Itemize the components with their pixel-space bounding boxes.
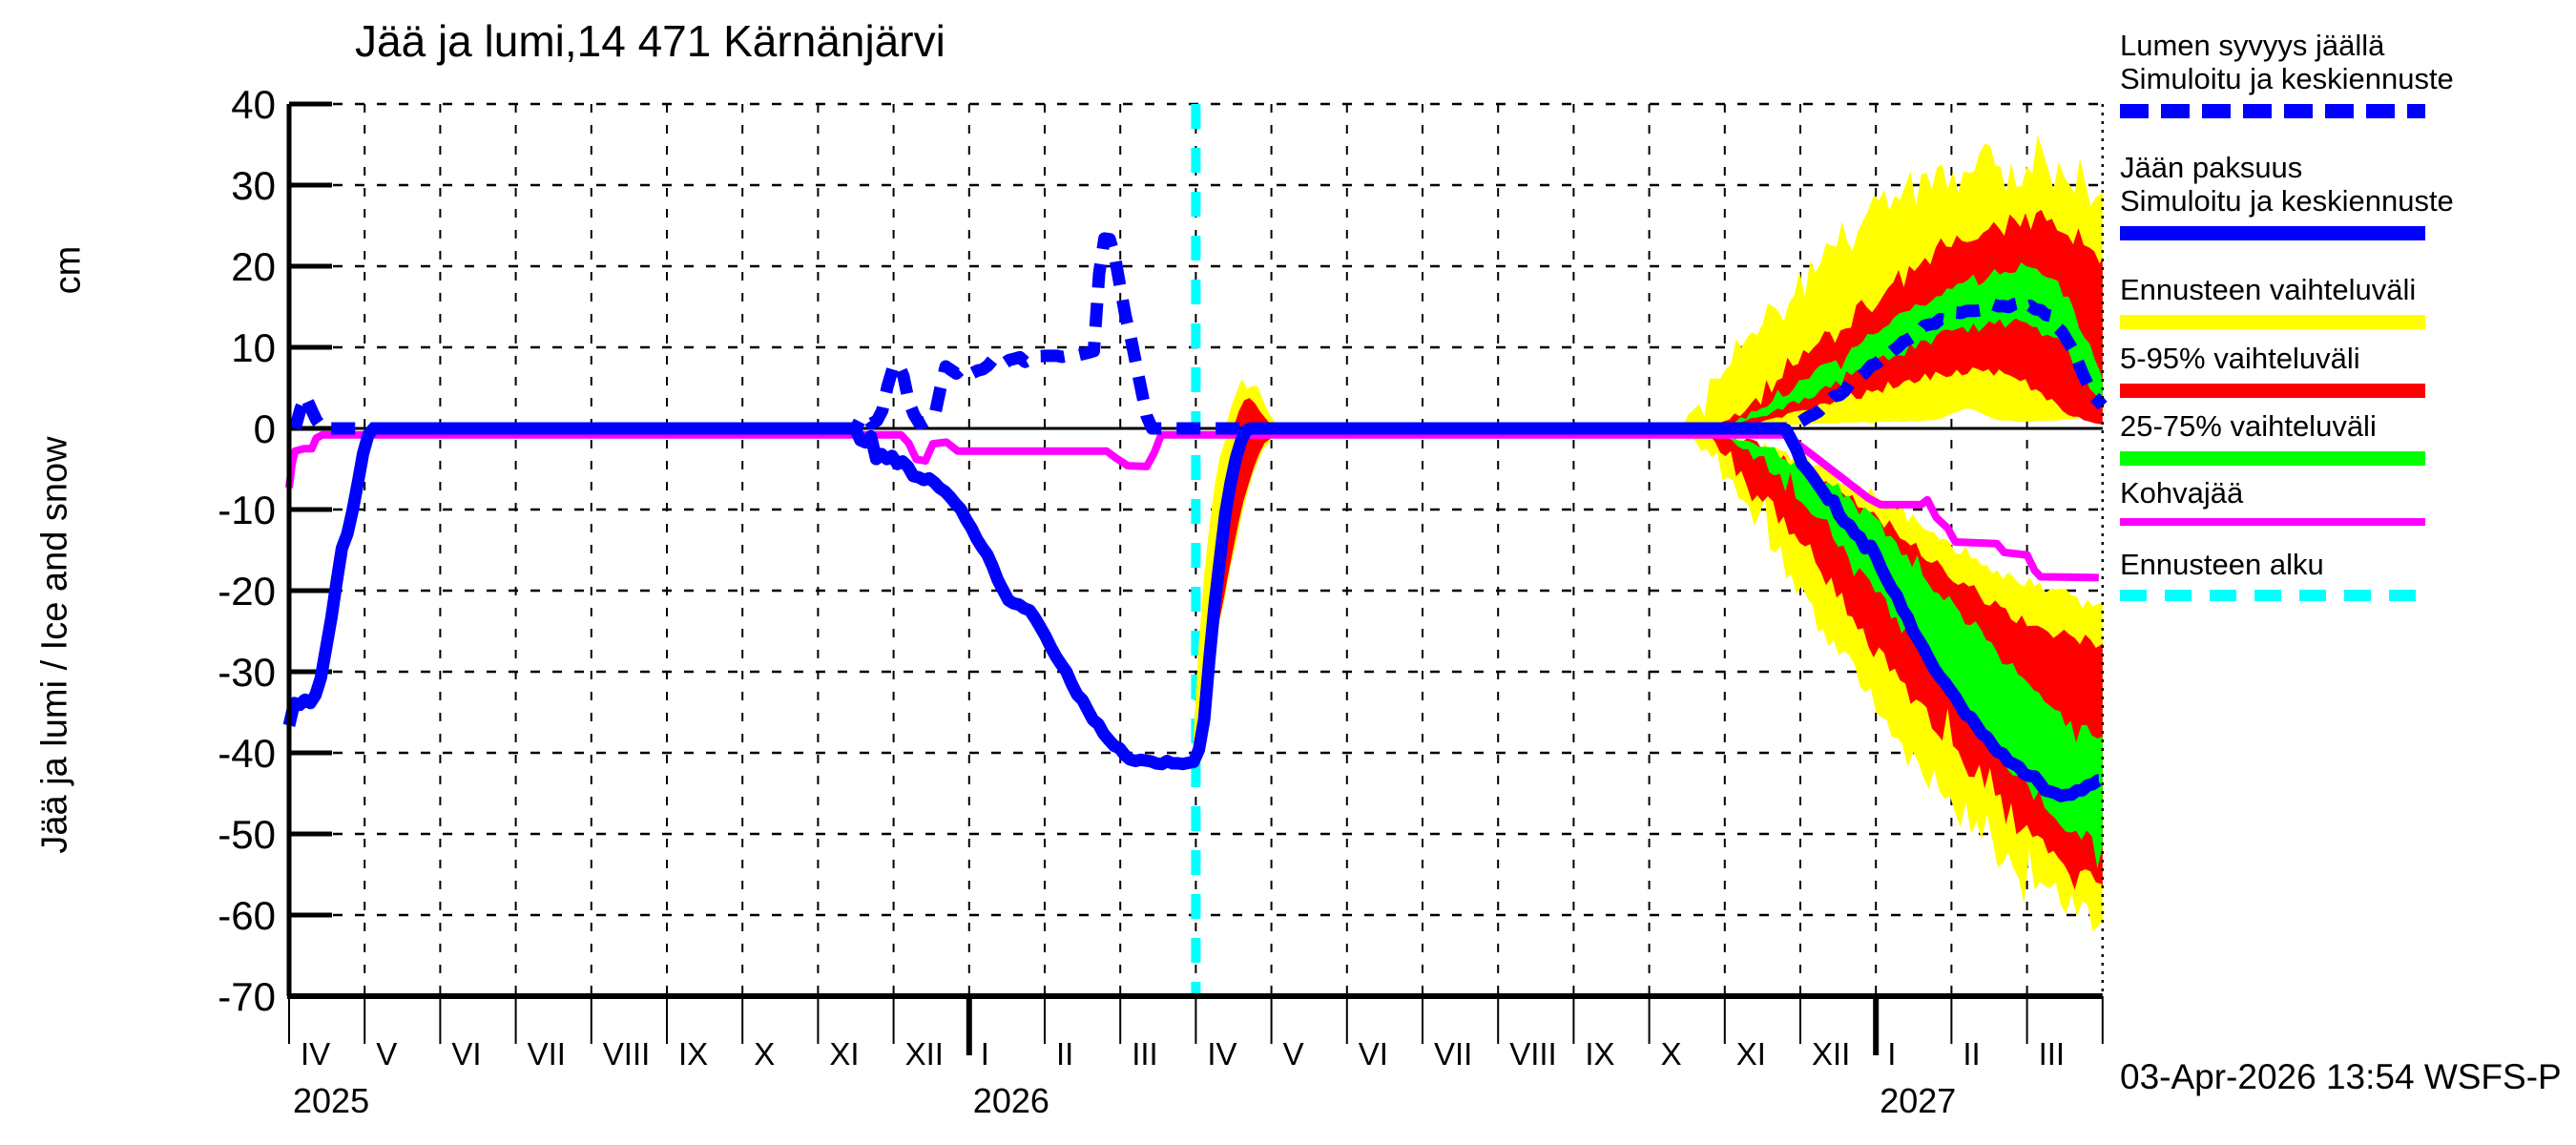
ice-thickness-line — [282, 422, 2105, 802]
legend-entry-label-1: Jään paksuus — [2120, 151, 2303, 184]
legend-entry-label-6: Ennusteen alku — [2120, 548, 2324, 581]
y-tick-label--10: -10 — [218, 488, 276, 532]
x-month-label-0: IV — [301, 1036, 330, 1072]
legend-entry-6: Ennusteen alku — [2120, 548, 2425, 601]
x-month-label-21: I — [1887, 1036, 1896, 1072]
x-month-label-15: VII — [1434, 1036, 1472, 1072]
x-month-label-9: I — [981, 1036, 989, 1072]
x-month-label-14: VI — [1359, 1036, 1388, 1072]
x-month-label-8: XII — [905, 1036, 944, 1072]
y-tick-label--50: -50 — [218, 812, 276, 857]
legend-entry-label-0: Lumen syvyys jäällä — [2120, 29, 2385, 62]
x-month-label-10: II — [1056, 1036, 1073, 1072]
x-month-label-18: X — [1661, 1036, 1682, 1072]
legend-sample-0 — [2120, 104, 2425, 118]
legend-entry-label-3: 5-95% vaihteluväli — [2120, 342, 2360, 375]
legend-entry-label2-1: Simuloitu ja keskiennuste — [2120, 184, 2454, 218]
y-tick-label--20: -20 — [218, 569, 276, 614]
x-month-label-7: XI — [829, 1036, 859, 1072]
x-month-label-17: IX — [1585, 1036, 1614, 1072]
legend-entry-label-4: 25-75% vaihteluväli — [2120, 409, 2377, 443]
kohvajaa-line — [285, 430, 2099, 582]
x-month-label-4: VIII — [603, 1036, 651, 1072]
legend-sample-3 — [2120, 384, 2425, 398]
x-month-label-23: III — [2039, 1036, 2066, 1072]
legend-sample-6 — [2120, 590, 2425, 601]
x-year-label-2026: 2026 — [973, 1081, 1049, 1120]
legend-entry-4: 25-75% vaihteluväli — [2120, 409, 2425, 466]
snow-depth-line — [289, 232, 2108, 435]
legend-sample-4 — [2120, 451, 2425, 466]
y-tick-label-40: 40 — [231, 82, 276, 127]
y-tick-label-30: 30 — [231, 163, 276, 208]
legend-entry-label-5: Kohvajää — [2120, 476, 2244, 510]
x-month-label-5: IX — [678, 1036, 708, 1072]
y-tick-label--30: -30 — [218, 650, 276, 695]
footer-timestamp: 03-Apr-2026 13:54 WSFS-P — [2120, 1057, 2562, 1096]
y-tick-label--60: -60 — [218, 893, 276, 938]
x-month-label-3: VII — [528, 1036, 566, 1072]
x-month-label-12: IV — [1207, 1036, 1236, 1072]
legend: Lumen syvyys jäällä Simuloitu ja keskienn… — [2120, 0, 2568, 859]
legend-entry-2: Ennusteen vaihteluväli — [2120, 273, 2425, 329]
legend-entry-label-2: Ennusteen vaihteluväli — [2120, 273, 2417, 306]
x-month-label-1: V — [376, 1036, 397, 1072]
band-winter2027_ice_5_95 — [1710, 432, 2103, 890]
chart-title: Jää ja lumi,14 471 Kärnänjärvi — [355, 16, 945, 66]
y-tick-label--40: -40 — [218, 731, 276, 776]
legend-entry-label2-0: Simuloitu ja keskiennuste — [2120, 62, 2454, 95]
legend-sample-5 — [2120, 518, 2425, 526]
band-april2026_melt_ice_full_range — [1194, 430, 1283, 763]
y-tick-label-10: 10 — [231, 325, 276, 370]
legend-sample-2 — [2120, 315, 2425, 329]
band-april2026_melt_snow_5_95 — [1234, 398, 1272, 428]
x-month-label-11: III — [1132, 1036, 1158, 1072]
legend-sample-1 — [2120, 226, 2425, 240]
x-month-label-19: XI — [1736, 1036, 1766, 1072]
x-year-label-2027: 2027 — [1880, 1081, 1956, 1120]
y-tick-label--70: -70 — [218, 974, 276, 1019]
x-month-label-16: VIII — [1509, 1036, 1557, 1072]
y-tick-label-0: 0 — [254, 406, 276, 451]
legend-entry-0: Lumen syvyys jäällä Simuloitu ja keskienn… — [2120, 29, 2454, 118]
x-month-label-22: II — [1963, 1036, 1980, 1072]
band-winter2027_ice_full_range — [1691, 430, 2103, 932]
x-month-label-13: V — [1283, 1036, 1304, 1072]
legend-entry-3: 5-95% vaihteluväli — [2120, 342, 2425, 398]
legend-entry-5: Kohvajää — [2120, 476, 2425, 526]
x-year-label-2025: 2025 — [293, 1081, 369, 1120]
y-tick-label-20: 20 — [231, 244, 276, 289]
x-month-label-20: XII — [1812, 1036, 1850, 1072]
x-month-label-6: X — [754, 1036, 775, 1072]
x-month-label-2: VI — [451, 1036, 481, 1072]
legend-entry-1: Jään paksuus Simuloitu ja keskiennuste — [2120, 151, 2454, 240]
